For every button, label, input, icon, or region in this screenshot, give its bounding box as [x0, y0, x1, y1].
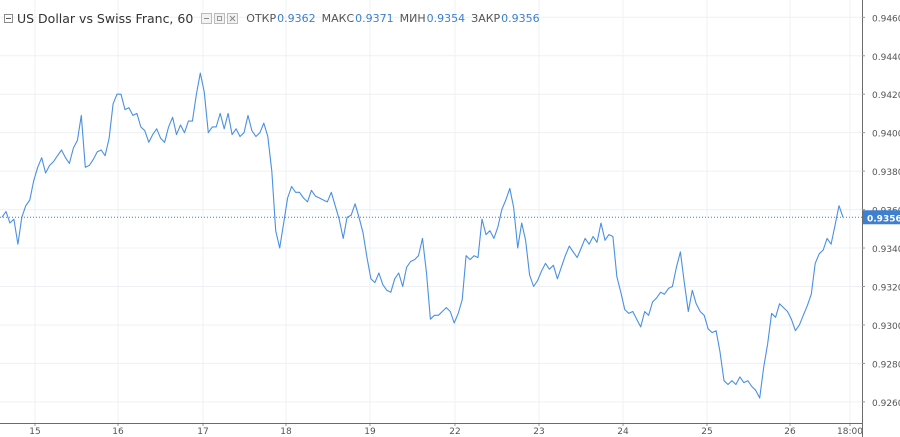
high-value: 0.9371: [355, 11, 394, 25]
minimize-icon[interactable]: [201, 12, 213, 24]
collapse-icon[interactable]: [4, 13, 13, 23]
x-tick-label: 17: [197, 427, 208, 437]
x-tick-label: 26: [784, 427, 796, 437]
last-price-label: 0.9356: [867, 214, 900, 224]
y-tick-label: 0.9260: [872, 399, 900, 409]
open-label: ОТКР: [246, 11, 277, 25]
x-tick-label: 22: [449, 427, 460, 437]
low-label: МИН: [399, 11, 426, 25]
symbol-title: US Dollar vs Swiss Franc, 60: [17, 10, 194, 26]
x-tick-label: 16: [112, 427, 124, 437]
low-value: 0.9354: [426, 11, 466, 25]
close-label: ЗАКР: [471, 11, 501, 25]
open-value: 0.9362: [277, 11, 316, 25]
x-tick-label: 24: [617, 427, 629, 437]
grid: [0, 0, 862, 423]
x-tick-label: 19: [364, 427, 376, 437]
x-tick-label: 23: [533, 427, 544, 437]
remove-icon[interactable]: [227, 12, 239, 24]
x-tick-label: 25: [701, 427, 712, 437]
x-tick-label: 15: [29, 427, 40, 437]
close-value: 0.9356: [501, 11, 540, 25]
chart-legend: US Dollar vs Swiss Franc, 60 ОТКР 0.9362…: [4, 9, 546, 27]
x-tick-label: 18:00: [837, 427, 863, 437]
price-line-series: [1, 72, 844, 399]
price-line-layer: [0, 72, 862, 399]
x-tick-label: 18: [280, 427, 292, 437]
high-label: МАКС: [321, 11, 355, 25]
settings-icon[interactable]: [214, 12, 226, 24]
last-price-tag: [863, 210, 900, 225]
